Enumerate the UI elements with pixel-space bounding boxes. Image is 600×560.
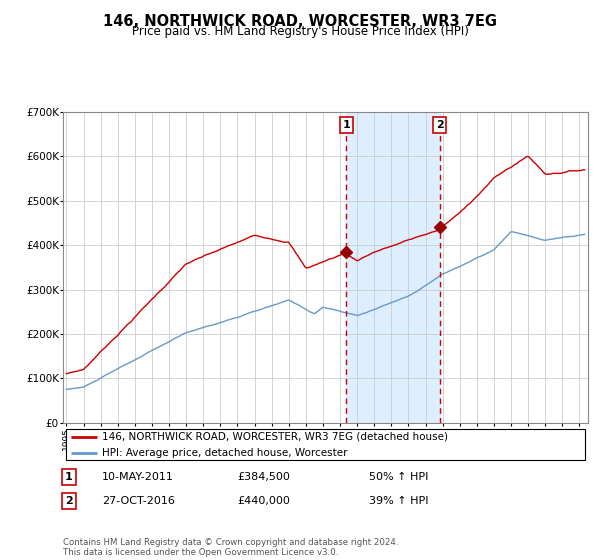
Text: HPI: Average price, detached house, Worcester: HPI: Average price, detached house, Worc…: [103, 447, 348, 458]
Text: 1: 1: [343, 120, 350, 130]
Text: 146, NORTHWICK ROAD, WORCESTER, WR3 7EG: 146, NORTHWICK ROAD, WORCESTER, WR3 7EG: [103, 14, 497, 29]
Bar: [346, 112, 440, 423]
Text: 2: 2: [436, 120, 443, 130]
Text: 39% ↑ HPI: 39% ↑ HPI: [369, 496, 428, 506]
Text: 146, NORTHWICK ROAD, WORCESTER, WR3 7EG (detached house): 146, NORTHWICK ROAD, WORCESTER, WR3 7EG …: [103, 432, 448, 442]
Text: 1: 1: [65, 472, 73, 482]
Text: 27-OCT-2016: 27-OCT-2016: [102, 496, 175, 506]
Text: 10-MAY-2011: 10-MAY-2011: [102, 472, 174, 482]
Text: 50% ↑ HPI: 50% ↑ HPI: [369, 472, 428, 482]
Text: Price paid vs. HM Land Registry's House Price Index (HPI): Price paid vs. HM Land Registry's House …: [131, 25, 469, 38]
Text: £440,000: £440,000: [237, 496, 290, 506]
Text: Contains HM Land Registry data © Crown copyright and database right 2024.
This d: Contains HM Land Registry data © Crown c…: [63, 538, 398, 557]
Text: £384,500: £384,500: [237, 472, 290, 482]
FancyBboxPatch shape: [65, 429, 586, 460]
Text: 2: 2: [65, 496, 73, 506]
